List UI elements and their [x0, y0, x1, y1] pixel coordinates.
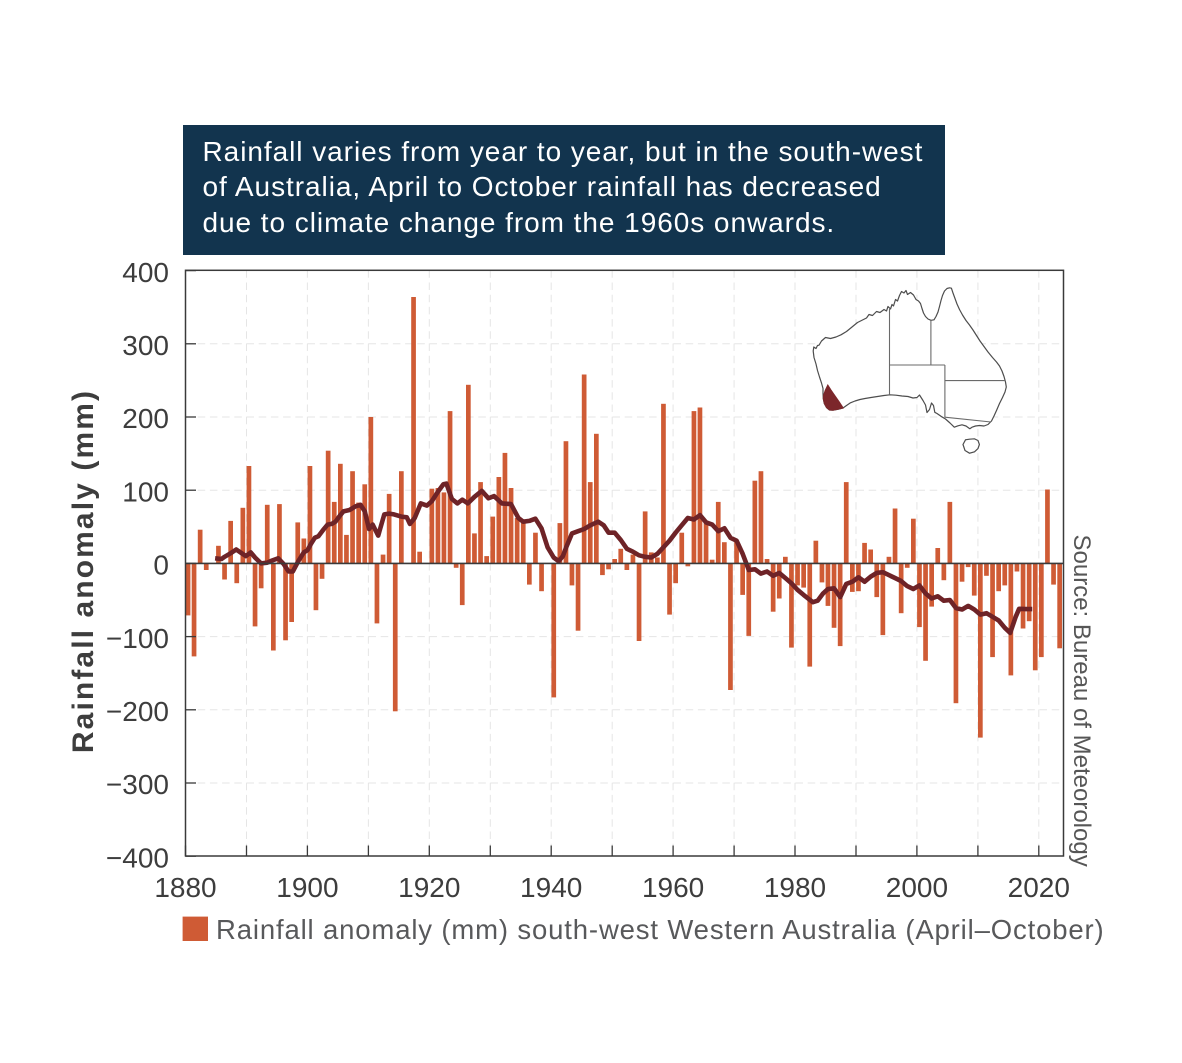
- svg-text:2000: 2000: [886, 872, 948, 903]
- svg-text:200: 200: [122, 403, 169, 434]
- svg-text:1920: 1920: [398, 872, 460, 903]
- svg-text:−100: −100: [106, 623, 169, 654]
- svg-text:1980: 1980: [764, 872, 826, 903]
- svg-text:1880: 1880: [154, 872, 216, 903]
- svg-text:100: 100: [122, 476, 169, 507]
- svg-text:Rainfall anomaly (mm) south-we: Rainfall anomaly (mm) south-west Western…: [216, 914, 1105, 945]
- svg-text:Source: Bureau of Meteorology: Source: Bureau of Meteorology: [1068, 535, 1095, 867]
- svg-text:Rainfall anomaly (mm): Rainfall anomaly (mm): [67, 389, 100, 753]
- svg-text:1960: 1960: [642, 872, 704, 903]
- svg-text:400: 400: [122, 257, 169, 288]
- svg-text:−300: −300: [106, 769, 169, 800]
- svg-text:1940: 1940: [520, 872, 582, 903]
- svg-text:0: 0: [153, 550, 169, 581]
- svg-text:2020: 2020: [1008, 872, 1070, 903]
- svg-text:300: 300: [122, 330, 169, 361]
- svg-text:−400: −400: [106, 842, 169, 873]
- svg-text:−200: −200: [106, 696, 169, 727]
- svg-text:1900: 1900: [276, 872, 338, 903]
